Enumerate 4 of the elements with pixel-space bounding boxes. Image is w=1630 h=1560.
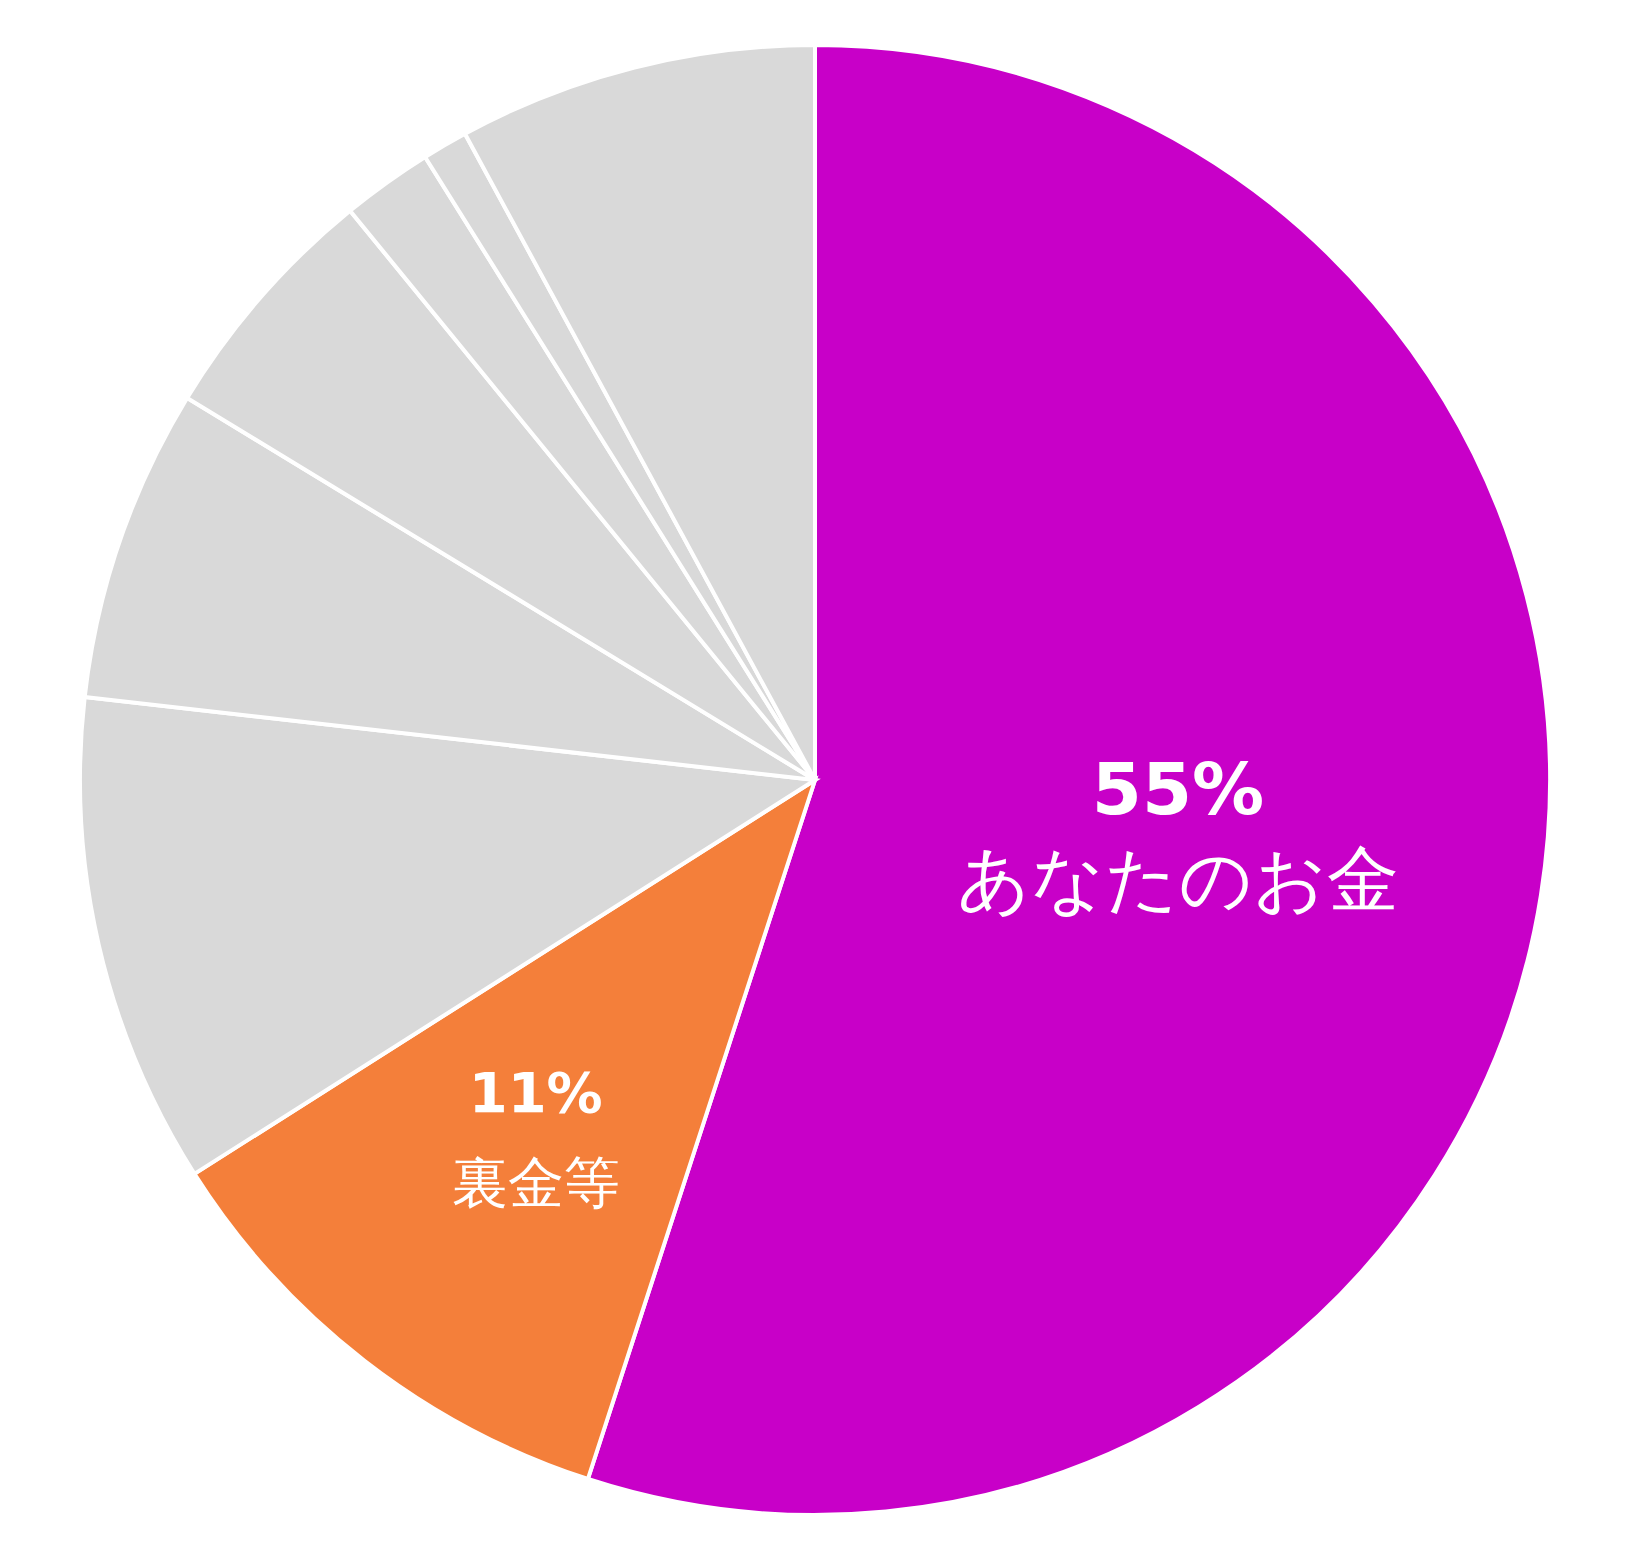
- data-label: 55%: [1091, 747, 1265, 832]
- slice-label: 裏金等: [451, 1150, 620, 1216]
- data-label: 11%: [468, 1060, 603, 1126]
- slice-label: あなたのお金: [956, 837, 1399, 922]
